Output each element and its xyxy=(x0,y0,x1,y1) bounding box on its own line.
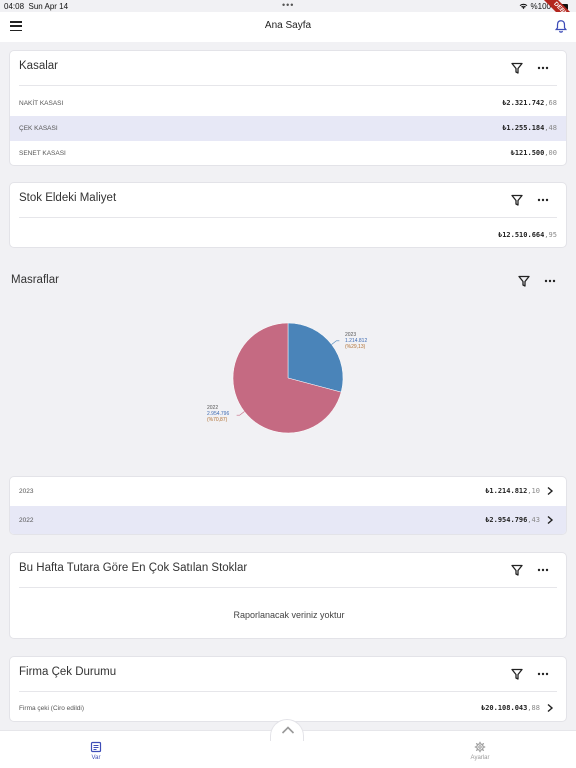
divider xyxy=(19,217,557,218)
nav-label: Var xyxy=(91,755,101,761)
masraf-amount: ₺1.214.812,10 xyxy=(485,487,540,495)
pie-leader-line-2023 xyxy=(331,340,340,345)
stok-title: Stok Eldeki Maliyet xyxy=(19,192,117,204)
expand-up-button[interactable] xyxy=(270,719,304,741)
chevron-up-icon xyxy=(281,726,295,734)
more-options-icon[interactable] xyxy=(536,667,550,681)
menu-icon[interactable] xyxy=(10,21,22,32)
filter-icon[interactable] xyxy=(510,193,524,207)
filter-icon[interactable] xyxy=(510,667,524,681)
en-cok-satilan-header: Bu Hafta Tutara Göre En Çok Satılan Stok… xyxy=(10,553,566,587)
battery-percent: %100 xyxy=(530,2,551,11)
kasa-label: NAKİT KASASI xyxy=(19,100,64,107)
more-options-icon[interactable] xyxy=(536,193,550,207)
divider xyxy=(19,691,557,692)
pie-leader-line-2022 xyxy=(236,411,245,416)
stok-header: Stok Eldeki Maliyet xyxy=(10,183,566,217)
kasa-row-senet[interactable]: SENET KASASI ₺121.500,00 xyxy=(10,141,566,165)
en-cok-satilan-card: Bu Hafta Tutara Göre En Çok Satılan Stok… xyxy=(9,552,567,639)
kasalar-header: Kasalar xyxy=(10,51,566,85)
more-options-icon[interactable] xyxy=(536,563,550,577)
firma-cek-header: Firma Çek Durumu xyxy=(10,657,566,691)
filter-icon[interactable] xyxy=(510,61,524,75)
masraf-year: 2023 xyxy=(19,488,34,495)
kasalar-rows: NAKİT KASASI ₺2.321.742,68 ÇEK KASASI ₺1… xyxy=(10,91,566,165)
kasa-amount: ₺121.500,00 xyxy=(510,149,557,157)
firma-cek-row[interactable]: Firma çeki (Ciro edildi) ₺20.108.043,88 xyxy=(10,694,566,721)
document-icon xyxy=(90,741,102,753)
empty-state-text: Raporlanacak veriniz yoktur xyxy=(233,610,345,620)
nav-item-ayarlar[interactable]: Ayarlar xyxy=(450,741,510,761)
masraf-year: 2022 xyxy=(19,517,34,524)
kasa-amount: ₺2.321.742,68 xyxy=(502,99,557,107)
masraf-row-2023[interactable]: 2023 ₺1.214.812,10 xyxy=(10,477,566,506)
divider xyxy=(19,85,557,86)
masraf-row-2022[interactable]: 2022 ₺2.954.796,43 xyxy=(10,506,566,534)
pie-label-2022: 2022 2.954.796 (%70,87) xyxy=(207,405,230,423)
stok-card: Stok Eldeki Maliyet ₺12.510.664,95 xyxy=(9,182,567,248)
more-options-icon[interactable] xyxy=(536,61,550,75)
multitask-dots-icon[interactable]: ••• xyxy=(282,0,295,10)
stok-amount: ₺12.510.664,95 xyxy=(497,231,557,239)
masraflar-title: Masraflar xyxy=(11,274,59,286)
chevron-right-icon xyxy=(547,486,554,496)
notification-bell-icon[interactable] xyxy=(554,19,568,33)
wifi-icon xyxy=(519,3,527,10)
kasa-amount: ₺1.255.184,48 xyxy=(502,124,557,132)
page-title: Ana Sayfa xyxy=(264,20,312,31)
kasa-row-nakit[interactable]: NAKİT KASASI ₺2.321.742,68 xyxy=(10,91,566,116)
firma-cek-label: Firma çeki (Ciro edildi) xyxy=(19,705,85,712)
kasalar-card: Kasalar NAKİT KASASI ₺2.321.742,68 ÇEK K… xyxy=(9,50,567,166)
nav-label: Ayarlar xyxy=(470,755,490,761)
firma-cek-title: Firma Çek Durumu xyxy=(19,666,117,678)
pie-slice-2023[interactable] xyxy=(287,322,344,393)
chevron-right-icon xyxy=(547,703,554,713)
filter-icon[interactable] xyxy=(510,563,524,577)
status-time: 04:08 Sun Apr 14 xyxy=(4,2,69,11)
divider xyxy=(19,587,557,588)
app-bar: Ana Sayfa xyxy=(0,12,576,42)
status-bar: 04:08 Sun Apr 14 ••• %100 xyxy=(0,0,576,12)
kasa-label: ÇEK KASASI xyxy=(19,125,58,132)
more-options-icon[interactable] xyxy=(543,274,557,288)
chevron-right-icon xyxy=(547,515,554,525)
nav-item-var[interactable]: Var xyxy=(66,741,126,761)
masraflar-pie-chart: 2023 1.214.812 (%29,13) 2022 2.954.796 (… xyxy=(0,300,576,470)
pie-chart-svg xyxy=(232,322,344,434)
kasa-label: SENET KASASI xyxy=(19,150,66,157)
firma-cek-amount: ₺20.108.043,88 xyxy=(480,704,540,712)
masraflar-list: 2023 ₺1.214.812,10 2022 ₺2.954.796,43 xyxy=(9,476,567,535)
en-cok-satilan-title: Bu Hafta Tutara Göre En Çok Satılan Stok… xyxy=(19,562,248,574)
kasa-row-cek[interactable]: ÇEK KASASI ₺1.255.184,48 xyxy=(10,116,566,141)
firma-cek-card: Firma Çek Durumu Firma çeki (Ciro edildi… xyxy=(9,656,567,722)
stok-value-row: ₺12.510.664,95 xyxy=(10,223,566,247)
gear-icon xyxy=(474,741,486,753)
masraf-amount: ₺2.954.796,43 xyxy=(485,516,540,524)
filter-icon[interactable] xyxy=(517,274,531,288)
pie-label-2023: 2023 1.214.812 (%29,13) xyxy=(345,332,368,350)
kasalar-title: Kasalar xyxy=(19,60,58,72)
